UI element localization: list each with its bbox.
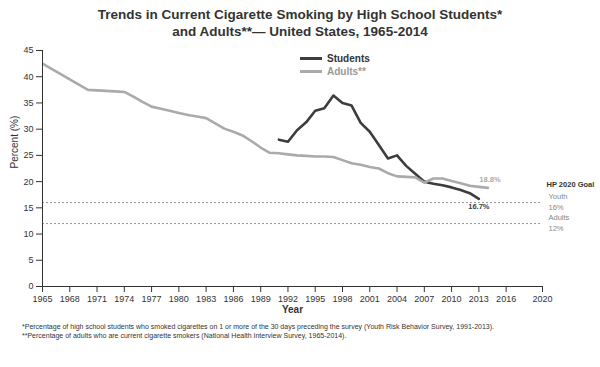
svg-text:Percent (%): Percent (%) bbox=[9, 116, 20, 169]
svg-text:15: 15 bbox=[23, 203, 33, 213]
svg-text:16%: 16% bbox=[549, 203, 564, 212]
svg-text:1983: 1983 bbox=[196, 294, 216, 304]
svg-text:2007: 2007 bbox=[414, 294, 434, 304]
svg-text:12%: 12% bbox=[549, 224, 564, 233]
svg-text:2001: 2001 bbox=[360, 294, 380, 304]
html-text:*Percentage of high school stu: *Percentage of high school students who … bbox=[22, 323, 494, 330]
svg-text:40: 40 bbox=[23, 72, 33, 82]
svg-text:25: 25 bbox=[23, 150, 33, 160]
svg-text:1986: 1986 bbox=[223, 294, 243, 304]
svg-text:1974: 1974 bbox=[114, 294, 134, 304]
svg-text:Year: Year bbox=[282, 304, 303, 315]
html-text:Trends in Current Cigarette Sm: Trends in Current Cigarette Smoking by H… bbox=[97, 7, 503, 39]
html-text:Adults**: Adults** bbox=[327, 66, 366, 77]
svg-text:1998: 1998 bbox=[332, 294, 352, 304]
html-text:**Percentage of adults who are: **Percentage of adults who are current c… bbox=[22, 332, 347, 339]
svg-text:Youth: Youth bbox=[549, 192, 568, 201]
svg-text:1968: 1968 bbox=[60, 294, 80, 304]
svg-text:35: 35 bbox=[23, 98, 33, 108]
svg-text:Adults: Adults bbox=[549, 213, 570, 222]
svg-text:1980: 1980 bbox=[169, 294, 189, 304]
svg-text:2016: 2016 bbox=[496, 294, 516, 304]
svg-text:18.8%: 18.8% bbox=[479, 175, 501, 184]
svg-text:1965: 1965 bbox=[32, 294, 52, 304]
svg-text:2013: 2013 bbox=[469, 294, 489, 304]
svg-text:20: 20 bbox=[23, 176, 33, 186]
svg-text:1995: 1995 bbox=[305, 294, 325, 304]
html-text:Students: Students bbox=[327, 53, 370, 64]
svg-text:1971: 1971 bbox=[87, 294, 107, 304]
svg-text:2004: 2004 bbox=[387, 294, 407, 304]
svg-text:1977: 1977 bbox=[142, 294, 162, 304]
svg-text:1989: 1989 bbox=[251, 294, 271, 304]
svg-text:0: 0 bbox=[28, 281, 33, 291]
svg-text:30: 30 bbox=[23, 124, 33, 134]
svg-text:45: 45 bbox=[23, 45, 33, 55]
svg-text:2010: 2010 bbox=[442, 294, 462, 304]
svg-text:16.7%: 16.7% bbox=[468, 202, 490, 211]
svg-text:HP 2020 Goal: HP 2020 Goal bbox=[547, 180, 595, 189]
svg-text:10: 10 bbox=[23, 229, 33, 239]
svg-text:1992: 1992 bbox=[278, 294, 298, 304]
svg-text:5: 5 bbox=[28, 255, 33, 265]
svg-text:2020: 2020 bbox=[532, 294, 552, 304]
